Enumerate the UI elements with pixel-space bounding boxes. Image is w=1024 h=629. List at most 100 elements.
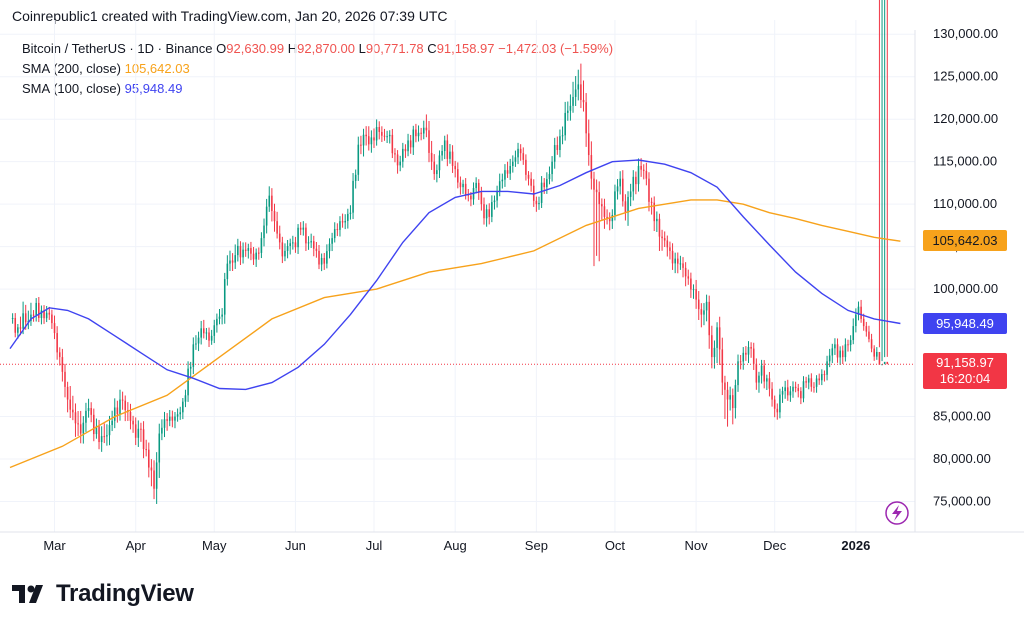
candle-body <box>677 258 679 264</box>
candle-body <box>252 253 255 260</box>
candle-body <box>611 215 614 222</box>
candle <box>103 423 106 444</box>
candle <box>614 184 616 221</box>
candle <box>522 147 525 165</box>
candle <box>640 158 642 177</box>
candle-body <box>302 227 305 230</box>
candle-body <box>200 328 202 338</box>
sma200-line <box>9 199 901 469</box>
candle <box>457 162 459 189</box>
candle-body <box>145 449 147 451</box>
x-axis[interactable]: Mar Apr May Jun Jul Aug Sep Oct Nov Dec 2026 <box>43 538 870 553</box>
candle <box>148 442 150 478</box>
x-tick-label: Dec <box>763 538 787 553</box>
candle <box>611 209 614 229</box>
candle-body <box>281 242 284 257</box>
candle-body <box>328 243 331 252</box>
candle <box>383 128 386 141</box>
legend-high: 92,870.00 <box>297 41 355 56</box>
sma200-price-tag: 105,642.03 <box>923 230 1007 251</box>
legend-change: −1,472.03 (−1.59%) <box>498 41 614 56</box>
candle <box>61 348 64 382</box>
candle <box>752 342 755 370</box>
lightning-icon[interactable] <box>885 501 909 525</box>
candle-body <box>289 243 291 247</box>
x-tick-label: Oct <box>605 538 626 553</box>
candle-body <box>805 381 807 383</box>
legend-sma200-row[interactable]: SMA (200, close) 105,642.03 <box>22 61 190 76</box>
candle-body <box>742 352 745 362</box>
legend-sma100-value: 95,948.49 <box>124 81 183 96</box>
candle <box>794 381 797 393</box>
candle <box>582 80 585 112</box>
candle-body <box>553 145 556 162</box>
candle <box>284 243 286 262</box>
candle-body <box>187 368 189 396</box>
candle-body <box>807 378 810 383</box>
candle-body <box>221 314 223 317</box>
candle-body <box>551 161 553 175</box>
candle <box>72 395 74 421</box>
candle-body <box>344 220 346 223</box>
candle <box>323 253 326 270</box>
candle <box>590 141 593 190</box>
candle-body <box>498 181 501 192</box>
candle-body <box>273 211 276 222</box>
candle-body <box>577 84 580 90</box>
candle <box>14 313 17 338</box>
candle <box>100 426 103 452</box>
candle-body <box>661 236 663 239</box>
candle <box>506 161 509 178</box>
candle <box>731 388 734 425</box>
candle-body <box>66 386 69 400</box>
candle <box>815 375 818 393</box>
candle-body <box>645 170 648 179</box>
candle <box>716 322 718 364</box>
legend-symbol[interactable]: Bitcoin / TetherUS · 1D · Binance <box>22 41 213 56</box>
candle <box>51 309 53 329</box>
candle-body <box>354 174 357 181</box>
candle <box>349 205 352 220</box>
candle-body <box>365 134 367 137</box>
candle-body <box>100 436 103 443</box>
candle <box>286 239 289 259</box>
price-chart[interactable]: 130,000.00 125,000.00 120,000.00 115,000.00… <box>0 0 1024 560</box>
candle <box>116 400 119 423</box>
candle-body <box>836 344 839 358</box>
candle-body <box>873 348 875 357</box>
candle <box>108 415 111 446</box>
legend-sma200-label: SMA (200, close) <box>22 61 121 76</box>
candle-body <box>700 309 703 315</box>
candle <box>375 119 378 146</box>
candle <box>881 0 883 366</box>
candle <box>153 460 155 500</box>
candle <box>771 382 773 407</box>
candle <box>85 402 87 432</box>
legend-sma100-row[interactable]: SMA (100, close) 95,948.49 <box>22 81 182 96</box>
candle <box>197 331 200 352</box>
candle <box>234 244 236 269</box>
candle-body <box>391 134 394 154</box>
candle <box>35 298 37 322</box>
candle-body <box>870 339 873 349</box>
candle <box>477 179 480 200</box>
candle <box>786 379 789 401</box>
candle-body <box>671 250 674 264</box>
candle <box>821 369 823 386</box>
candle-body <box>205 332 208 334</box>
tradingview-logo[interactable]: TradingView <box>12 580 194 608</box>
candle-body <box>616 186 619 192</box>
candle-body <box>831 348 834 356</box>
candle-body <box>278 233 281 243</box>
candle <box>543 178 546 194</box>
candle <box>213 319 216 344</box>
candle <box>826 355 828 381</box>
candle-body <box>231 260 234 263</box>
candle <box>580 63 582 109</box>
candle-body <box>129 411 132 421</box>
candle-body <box>299 227 302 230</box>
candle-body <box>323 257 326 264</box>
candle <box>538 196 540 210</box>
y-axis[interactable]: 130,000.00 125,000.00 120,000.00 115,000.00… <box>933 26 998 508</box>
candle <box>525 154 527 181</box>
